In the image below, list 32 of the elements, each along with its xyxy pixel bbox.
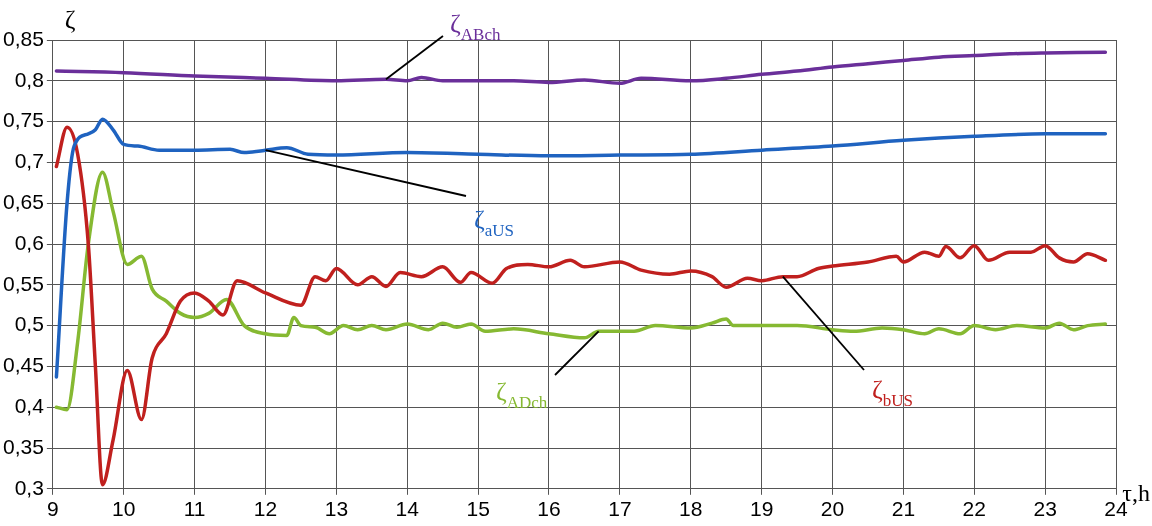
- x-tick-label: 20: [820, 497, 845, 521]
- x-tick-label: 23: [1033, 497, 1057, 521]
- y-tick-label: 0,5: [14, 312, 44, 336]
- y-tick-label: 0,6: [14, 230, 44, 254]
- x-tick-label: 12: [253, 497, 278, 521]
- y-tick-label: 0,75: [3, 108, 44, 132]
- y-tick-label: 0,4: [14, 394, 45, 417]
- x-tick-label: 11: [183, 497, 206, 521]
- x-tick-label: 9: [47, 497, 59, 521]
- y-tick-label: 0,85: [3, 26, 44, 50]
- y-tick-label: 0,7: [14, 149, 44, 173]
- x-tick-label: 13: [324, 497, 349, 521]
- y-tick-label: 0,3: [14, 475, 44, 499]
- x-tick-label: 18: [679, 497, 703, 521]
- y-tick-label: 0,65: [3, 190, 44, 213]
- line-series: [54, 117, 1108, 379]
- line-series: [54, 125, 1108, 487]
- x-tick-label: 17: [608, 497, 632, 521]
- x-tick-label: 10: [112, 497, 136, 521]
- x-tick-label: 21: [891, 497, 916, 521]
- x-tick-label: 19: [749, 497, 774, 521]
- x-tick-label: 15: [466, 497, 490, 521]
- x-tick-label: 22: [962, 497, 986, 521]
- line-series: [54, 170, 1108, 412]
- y-axis-title: ζ: [64, 5, 76, 34]
- x-tick-label: 14: [395, 497, 420, 521]
- y-tick-label: 0,45: [3, 353, 44, 377]
- y-tick-label: 0,55: [3, 271, 44, 295]
- y-tick-label: 0,35: [3, 434, 44, 458]
- line-series: [54, 50, 1108, 85]
- x-tick-label: 16: [537, 497, 561, 521]
- y-tick-label: 0,8: [14, 67, 44, 91]
